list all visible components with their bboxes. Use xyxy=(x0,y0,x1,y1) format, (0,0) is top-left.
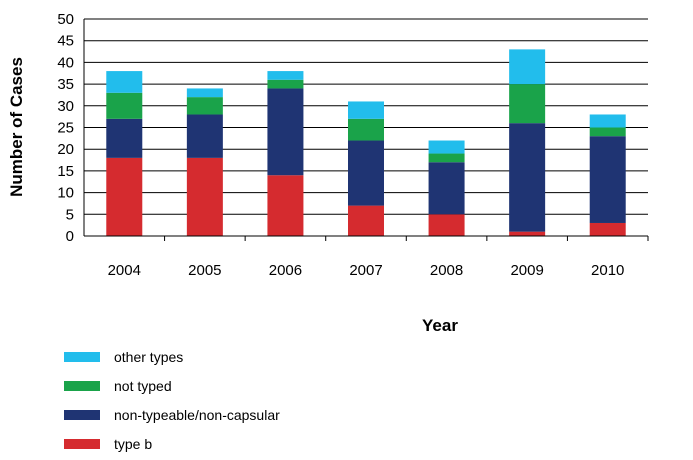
x-tick-label: 2010 xyxy=(591,262,624,279)
bar-segment xyxy=(267,175,304,236)
bar-segment xyxy=(106,157,143,236)
bar-segment xyxy=(509,231,546,236)
legend-swatch xyxy=(64,380,100,391)
bar-segment xyxy=(509,84,546,124)
legend-item: other types xyxy=(64,344,280,369)
bar-segment xyxy=(428,162,465,215)
bar-segment xyxy=(509,49,546,85)
y-tick-label: 30 xyxy=(57,98,74,115)
legend-label: type b xyxy=(114,435,153,452)
bar-segment xyxy=(106,118,143,158)
bar-segment xyxy=(186,114,223,158)
bar-segment xyxy=(267,71,304,80)
bars xyxy=(106,49,626,236)
x-tick-label: 2009 xyxy=(510,262,543,279)
bar-segment xyxy=(348,118,384,141)
y-tick-labels: 0 5 10 15 20 25 30 35 40 45 50 xyxy=(57,11,74,245)
y-tick-label: 50 xyxy=(57,11,74,28)
y-tick-label: 35 xyxy=(57,76,74,93)
bar-segment xyxy=(186,157,223,236)
bar-segment xyxy=(428,140,465,154)
bar-segment xyxy=(589,127,626,137)
y-tick-label: 0 xyxy=(66,228,74,245)
bar-segment xyxy=(589,136,626,223)
bar-segment xyxy=(106,71,143,93)
x-tick-label: 2006 xyxy=(269,262,302,279)
y-tick-label: 15 xyxy=(57,163,74,180)
x-axis-title: Year xyxy=(422,316,458,335)
bar-segment xyxy=(348,205,384,236)
legend-item: non-typeable/non-capsular xyxy=(64,402,280,427)
y-tick-label: 40 xyxy=(57,54,74,71)
bar-segment xyxy=(186,88,223,98)
bar-segment xyxy=(428,153,465,163)
y-tick-label: 20 xyxy=(57,141,74,158)
legend-label: non-typeable/non-capsular xyxy=(114,406,280,423)
legend-label: other types xyxy=(114,348,184,365)
axes xyxy=(83,19,649,241)
bar-segment xyxy=(348,101,384,119)
legend-item: type b xyxy=(64,431,280,456)
y-tick-label: 5 xyxy=(66,206,74,223)
y-tick-label: 10 xyxy=(57,185,74,202)
y-tick-label: 45 xyxy=(57,33,74,50)
x-tick-label: 2004 xyxy=(108,262,141,279)
bar-segment xyxy=(186,97,223,115)
x-tick-labels: 2004 2005 2006 2007 2008 2009 2010 xyxy=(108,262,625,279)
legend-item: not typed xyxy=(64,373,280,398)
bar-segment xyxy=(106,92,143,119)
x-tick-label: 2008 xyxy=(430,262,463,279)
legend-swatch xyxy=(64,409,100,420)
legend-label: not typed xyxy=(114,377,172,394)
y-axis-title: Number of Cases xyxy=(7,57,26,197)
x-tick-label: 2007 xyxy=(349,262,382,279)
bar-segment xyxy=(267,79,304,89)
bar-segment xyxy=(509,123,546,232)
bar-segment xyxy=(589,114,626,128)
bar-segment xyxy=(348,140,384,206)
bar-segment xyxy=(428,214,465,236)
y-tick-label: 25 xyxy=(57,120,74,137)
bar-segment xyxy=(589,222,626,236)
x-tick-label: 2005 xyxy=(188,262,221,279)
legend-swatch xyxy=(64,438,100,449)
bar-segment xyxy=(267,88,304,176)
legend-swatch xyxy=(64,351,100,362)
legend: other types not typed non-typeable/non-cap… xyxy=(64,344,280,460)
